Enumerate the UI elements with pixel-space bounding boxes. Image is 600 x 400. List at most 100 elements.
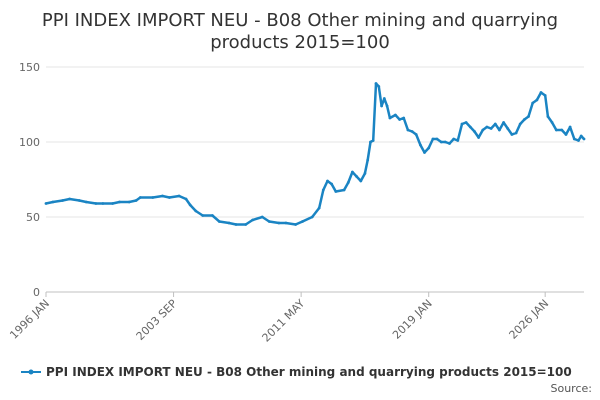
- data-point[interactable]: [510, 133, 514, 136]
- data-point[interactable]: [284, 221, 288, 225]
- data-point[interactable]: [435, 137, 439, 141]
- data-point[interactable]: [330, 182, 333, 186]
- data-point[interactable]: [51, 200, 55, 204]
- data-point[interactable]: [371, 139, 375, 142]
- data-point[interactable]: [326, 179, 329, 183]
- data-point[interactable]: [346, 181, 350, 184]
- data-point[interactable]: [502, 121, 505, 124]
- data-point[interactable]: [514, 131, 518, 135]
- data-point[interactable]: [251, 218, 255, 222]
- data-point[interactable]: [423, 151, 426, 154]
- data-point[interactable]: [550, 121, 554, 124]
- data-point[interactable]: [321, 188, 325, 192]
- data-point[interactable]: [489, 127, 493, 130]
- data-point[interactable]: [127, 200, 131, 204]
- data-point[interactable]: [539, 91, 543, 94]
- data-point[interactable]: [244, 223, 248, 226]
- data-point[interactable]: [77, 199, 81, 202]
- data-point[interactable]: [184, 197, 188, 201]
- data-point[interactable]: [388, 116, 392, 120]
- data-point[interactable]: [406, 128, 410, 132]
- data-point[interactable]: [431, 137, 435, 141]
- data-point[interactable]: [560, 128, 564, 132]
- data-point[interactable]: [382, 97, 386, 100]
- data-point[interactable]: [506, 127, 510, 130]
- data-point[interactable]: [394, 113, 397, 117]
- data-point[interactable]: [579, 134, 583, 138]
- data-point[interactable]: [301, 220, 304, 223]
- data-point[interactable]: [546, 115, 550, 118]
- data-point[interactable]: [572, 137, 576, 141]
- data-point[interactable]: [414, 133, 418, 136]
- data-point[interactable]: [456, 139, 460, 142]
- data-point[interactable]: [498, 128, 501, 132]
- data-point[interactable]: [448, 142, 451, 145]
- data-point[interactable]: [84, 200, 88, 204]
- data-point[interactable]: [94, 202, 98, 205]
- data-point[interactable]: [577, 139, 580, 142]
- data-point[interactable]: [460, 122, 464, 126]
- data-point[interactable]: [564, 133, 568, 136]
- data-point[interactable]: [493, 122, 497, 126]
- data-point[interactable]: [201, 214, 205, 217]
- data-point[interactable]: [427, 146, 431, 150]
- data-point[interactable]: [366, 158, 370, 162]
- data-point[interactable]: [410, 130, 414, 133]
- data-point[interactable]: [518, 122, 522, 126]
- data-point[interactable]: [523, 118, 526, 121]
- data-point[interactable]: [485, 125, 489, 129]
- data-point[interactable]: [369, 140, 372, 144]
- data-point[interactable]: [334, 190, 338, 193]
- data-point[interactable]: [464, 121, 468, 124]
- data-point[interactable]: [310, 215, 314, 219]
- data-point[interactable]: [355, 175, 358, 178]
- data-point[interactable]: [138, 196, 142, 199]
- data-point[interactable]: [61, 199, 64, 202]
- data-point[interactable]: [582, 137, 586, 141]
- data-point[interactable]: [267, 220, 271, 223]
- data-point[interactable]: [374, 82, 378, 85]
- data-point[interactable]: [477, 136, 480, 139]
- data-point[interactable]: [118, 200, 121, 204]
- data-point[interactable]: [380, 104, 383, 108]
- data-point[interactable]: [473, 130, 476, 133]
- data-point[interactable]: [260, 215, 264, 219]
- data-point[interactable]: [317, 206, 321, 210]
- data-point[interactable]: [543, 94, 547, 97]
- data-point[interactable]: [443, 140, 447, 144]
- data-point[interactable]: [359, 179, 363, 183]
- data-point[interactable]: [68, 197, 71, 201]
- data-point[interactable]: [44, 202, 48, 205]
- data-point[interactable]: [161, 194, 164, 198]
- data-point[interactable]: [351, 170, 354, 174]
- data-point[interactable]: [111, 202, 114, 205]
- data-point[interactable]: [188, 203, 192, 207]
- data-point[interactable]: [531, 101, 535, 105]
- data-point[interactable]: [217, 220, 221, 223]
- data-point[interactable]: [554, 128, 558, 132]
- data-point[interactable]: [452, 137, 456, 141]
- data-point[interactable]: [377, 85, 381, 88]
- data-point[interactable]: [294, 223, 297, 226]
- data-point[interactable]: [194, 209, 198, 213]
- data-point[interactable]: [227, 221, 231, 225]
- data-point[interactable]: [101, 202, 105, 205]
- data-point[interactable]: [568, 125, 572, 129]
- data-point[interactable]: [151, 196, 155, 199]
- legend[interactable]: PPI INDEX IMPORT NEU - B08 Other mining …: [21, 365, 572, 379]
- data-point[interactable]: [363, 172, 367, 175]
- data-point[interactable]: [277, 221, 281, 225]
- data-point[interactable]: [468, 125, 472, 129]
- data-point[interactable]: [234, 223, 238, 226]
- data-point[interactable]: [211, 214, 214, 217]
- data-point[interactable]: [134, 199, 138, 202]
- data-point[interactable]: [402, 116, 406, 120]
- data-point[interactable]: [527, 115, 530, 118]
- data-point[interactable]: [419, 143, 422, 147]
- data-point[interactable]: [481, 128, 485, 132]
- data-point[interactable]: [385, 104, 389, 108]
- data-point[interactable]: [168, 196, 171, 199]
- data-point[interactable]: [535, 98, 539, 102]
- source-label[interactable]: Source:: [551, 382, 593, 395]
- data-point[interactable]: [398, 118, 401, 121]
